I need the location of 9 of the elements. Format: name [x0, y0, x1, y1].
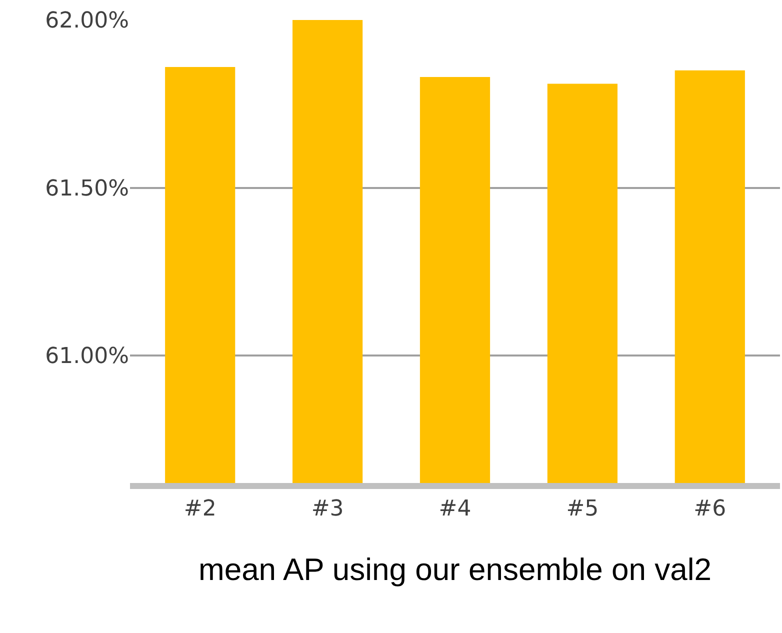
x-tick-label: #4	[438, 496, 472, 522]
x-axis-title: mean AP using our ensemble on val2	[198, 552, 712, 588]
y-tick-label: 62.00%	[45, 8, 129, 34]
x-tick-label: #6	[694, 496, 726, 522]
x-tick-label: #2	[184, 496, 216, 522]
x-tick-label: #3	[311, 496, 344, 522]
x-tick-label: #5	[566, 496, 599, 522]
y-tick-label: 61.00%	[45, 344, 129, 370]
y-tick-label: 61.50%	[45, 176, 129, 202]
